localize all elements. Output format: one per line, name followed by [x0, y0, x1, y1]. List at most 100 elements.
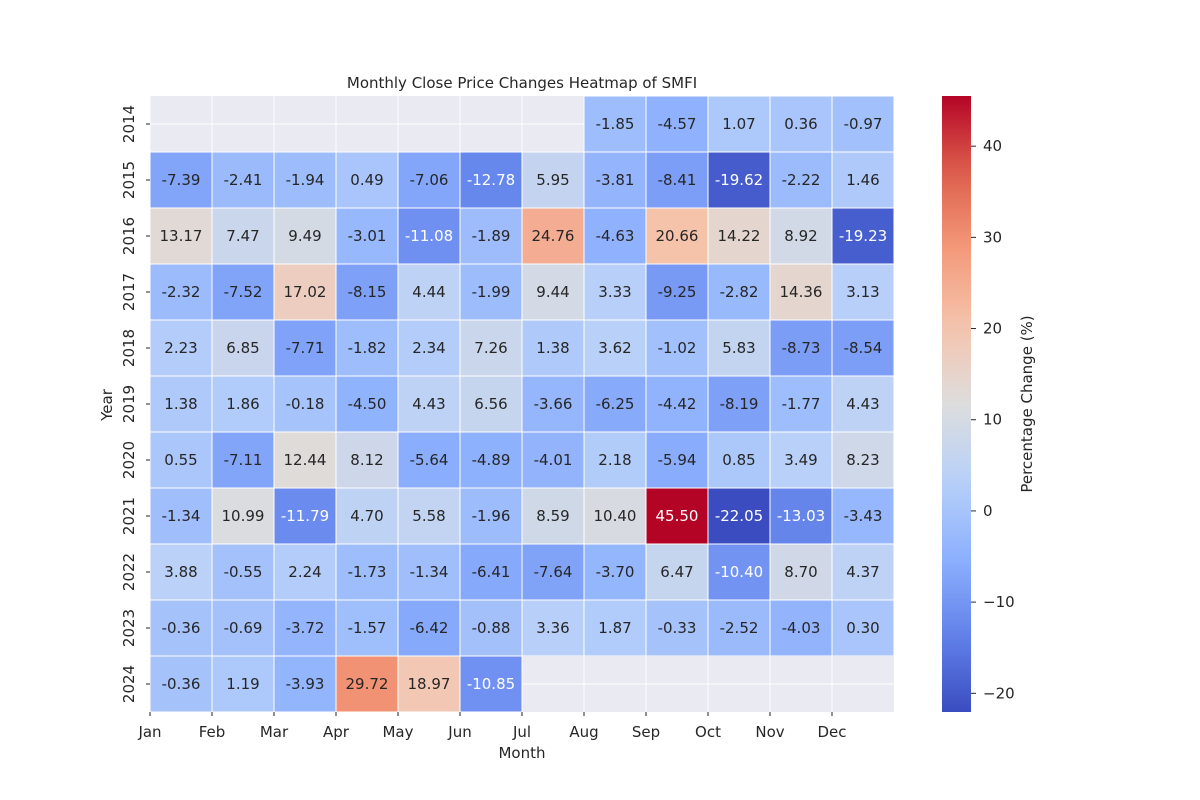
colorbar-tick-label: 10 [983, 411, 1002, 429]
cell-value-label: -5.64 [410, 451, 449, 469]
x-axis-ticks: Jan Feb Mar Apr May Jun Jul Aug Sep Oct Nov Dec [137, 712, 847, 741]
heatmap-cell [397, 151, 461, 209]
heatmap-cell [521, 375, 585, 433]
cell-value-label: -4.63 [596, 227, 635, 245]
heatmap-cell [645, 263, 709, 321]
heatmap-cell [707, 95, 771, 153]
heatmap-cell [583, 151, 647, 209]
cell-value-label: 6.56 [474, 395, 507, 413]
colorbar-ticks: −20 −10 0 10 20 30 40 [971, 137, 1015, 702]
heatmap-cell [583, 263, 647, 321]
heatmap-cell [831, 95, 895, 153]
cell-value-label: 4.43 [846, 395, 879, 413]
cell-value-label: 2.24 [288, 563, 321, 581]
cell-value-label: -4.89 [472, 451, 511, 469]
cell-value-label: -0.36 [162, 675, 201, 693]
heatmap-cell [831, 375, 895, 433]
cell-value-label: -7.11 [224, 451, 263, 469]
heatmap-cell [583, 95, 647, 153]
heatmap-cell [149, 655, 213, 713]
cell-value-label: -2.32 [162, 283, 201, 301]
cell-value-label: -1.96 [472, 507, 511, 525]
heatmap-cell [211, 207, 275, 265]
heatmap-cell [149, 431, 213, 489]
heatmap-cell [521, 319, 585, 377]
colorbar-tick-label: 20 [983, 320, 1002, 338]
heatmap-cell [397, 319, 461, 377]
cell-value-label: -1.82 [348, 339, 387, 357]
cell-value-label: 8.92 [784, 227, 817, 245]
cell-value-label: -1.77 [782, 395, 821, 413]
heatmap-cell [459, 263, 523, 321]
heatmap-cell [521, 151, 585, 209]
cell-value-label: -1.89 [472, 227, 511, 245]
heatmap-cell [769, 151, 833, 209]
heatmap-cell [583, 599, 647, 657]
cell-value-label: -8.15 [348, 283, 387, 301]
heatmap-cell [583, 543, 647, 601]
heatmap-cell [707, 599, 771, 657]
cell-value-label: 4.44 [412, 283, 445, 301]
heatmap-cell [211, 151, 275, 209]
heatmap-cell [707, 487, 771, 545]
cell-value-label: -8.19 [720, 395, 759, 413]
heatmap-cell [335, 151, 399, 209]
heatmap-cell [583, 319, 647, 377]
cell-value-label: 7.47 [226, 227, 259, 245]
x-tick-label: Jul [512, 723, 531, 741]
cell-value-label: -0.55 [224, 563, 263, 581]
cell-value-label: -3.93 [286, 675, 325, 693]
cell-value-label: 29.72 [346, 675, 389, 693]
y-tick-label: 2020 [120, 441, 138, 479]
cell-value-label: -10.85 [467, 675, 515, 693]
heatmap-cell [769, 431, 833, 489]
heatmap-cell [273, 319, 337, 377]
heatmap-cell [335, 263, 399, 321]
heatmap-cell [211, 319, 275, 377]
heatmap-cell [335, 375, 399, 433]
colorbar-tick-label: 30 [983, 228, 1002, 246]
colorbar-label: Percentage Change (%) [1018, 315, 1036, 492]
heatmap-cell [335, 543, 399, 601]
cell-value-label: 1.38 [536, 339, 569, 357]
heatmap-cell [459, 599, 523, 657]
cell-value-label: 0.55 [164, 451, 197, 469]
chart-title: Monthly Close Price Changes Heatmap of S… [347, 74, 697, 92]
heatmap-cell [211, 655, 275, 713]
cell-value-label: 14.36 [780, 283, 823, 301]
heatmap-cell [831, 599, 895, 657]
heatmap-cell [459, 375, 523, 433]
cell-value-label: 0.85 [722, 451, 755, 469]
heatmap-cell [149, 207, 213, 265]
heatmap-cell [645, 151, 709, 209]
cell-value-label: 1.19 [226, 675, 259, 693]
heatmap-cell [831, 431, 895, 489]
y-tick-label: 2021 [120, 497, 138, 535]
heatmap-cell [397, 431, 461, 489]
cell-value-label: -5.94 [658, 451, 697, 469]
cell-value-label: -0.33 [658, 619, 697, 637]
heatmap-cell [459, 487, 523, 545]
heatmap-cell [707, 375, 771, 433]
cell-value-label: 6.85 [226, 339, 259, 357]
heatmap-cell [831, 487, 895, 545]
cell-value-label: 3.36 [536, 619, 569, 637]
cell-value-label: 4.37 [846, 563, 879, 581]
y-tick-label: 2015 [120, 161, 138, 199]
cell-value-label: 9.44 [536, 283, 569, 301]
heatmap-cell [521, 487, 585, 545]
cell-value-label: -9.25 [658, 283, 697, 301]
cell-value-label: -1.57 [348, 619, 387, 637]
heatmap-cell [583, 431, 647, 489]
cell-value-label: 4.43 [412, 395, 445, 413]
x-tick-label: Jun [447, 723, 471, 741]
cell-value-label: -2.22 [782, 171, 821, 189]
cell-value-label: -7.39 [162, 171, 201, 189]
x-tick-label: May [382, 723, 413, 741]
cell-value-label: -3.70 [596, 563, 635, 581]
cell-value-label: -8.54 [844, 339, 883, 357]
colorbar-tick-label: 40 [983, 137, 1002, 155]
heatmap-cell [459, 431, 523, 489]
y-axis-ticks: 2014 2015 2016 2017 2018 2019 2020 2021 2022 2023… [120, 105, 150, 703]
cell-value-label: 0.36 [784, 115, 817, 133]
